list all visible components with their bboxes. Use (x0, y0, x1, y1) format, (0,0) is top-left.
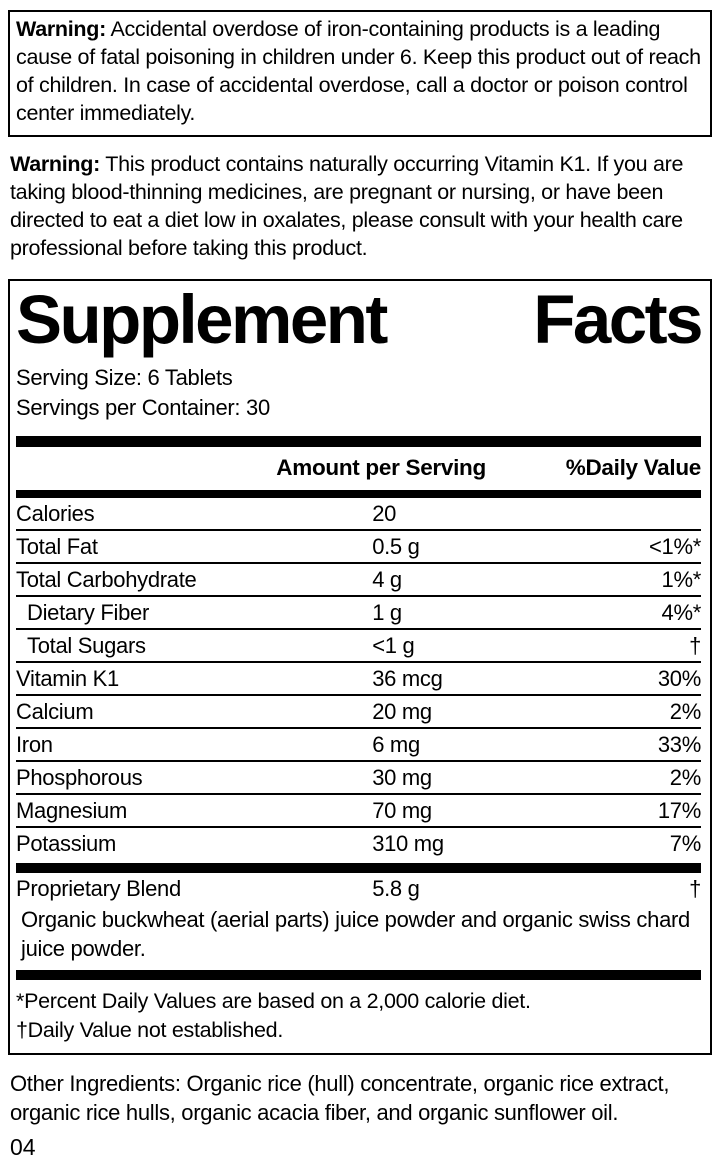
nutrient-amount: 0.5 g (372, 534, 420, 559)
daily-value-not-established-footnote: †Daily Value not established. (16, 1018, 283, 1042)
row-divider (16, 793, 701, 795)
row-divider (16, 562, 701, 564)
table-row-total-fat: Total Fat 0.5 g <1%* (16, 531, 701, 562)
column-headers: Amount per Serving %Daily Value (16, 447, 701, 490)
nutrient-amount: 20 mg (372, 699, 432, 724)
row-divider (16, 661, 701, 663)
nutrient-amount: 20 (372, 501, 397, 526)
title-word-facts: Facts (533, 281, 703, 358)
nutrient-daily-value: 2% (669, 699, 702, 724)
nutrient-daily-value: 7% (669, 831, 702, 856)
table-row-total-sugars: Total Sugars <1 g † (16, 630, 701, 661)
table-row-total-carbohydrate: Total Carbohydrate 4 g 1%* (16, 564, 701, 595)
nutrient-name: Calcium (16, 699, 94, 724)
table-row-potassium: Potassium 310 mg 7% (16, 828, 701, 859)
nutrient-amount: 5.8 g (372, 876, 420, 901)
nutrient-name: Potassium (16, 831, 117, 856)
nutrient-daily-value: <1%* (648, 534, 701, 559)
supplement-facts-panel: Supplement Facts Serving Size: 6 Tablets… (8, 279, 712, 1055)
warning-label: Warning: (10, 152, 100, 176)
row-divider (16, 727, 701, 729)
table-row-calories: Calories 20 (16, 498, 701, 529)
percent-daily-value-footnote: *Percent Daily Values are based on a 2,0… (16, 989, 531, 1013)
warning-label: Warning: (16, 17, 106, 41)
nutrient-name: Calories (16, 501, 95, 526)
amount-column-header: Amount per Serving (276, 455, 486, 480)
table-row-magnesium: Magnesium 70 mg 17% (16, 795, 701, 826)
row-divider (16, 826, 701, 828)
thick-rule (16, 436, 701, 447)
row-divider (16, 628, 701, 630)
table-row-dietary-fiber: Dietary Fiber 1 g 4%* (16, 597, 701, 628)
warning-text: Accidental overdose of iron-containing p… (16, 17, 701, 125)
nutrient-daily-value: 33% (657, 732, 701, 757)
nutrient-name: Dietary Fiber (27, 600, 150, 625)
nutrient-daily-value: 17% (657, 798, 701, 823)
nutrient-name: Phosphorous (16, 765, 143, 790)
nutrient-name: Total Carbohydrate (16, 567, 197, 592)
nutrient-amount: 30 mg (372, 765, 432, 790)
table-row-vitamin-k1: Vitamin K1 36 mcg 30% (16, 663, 701, 694)
serving-size: Serving Size: 6 Tablets (16, 365, 233, 390)
iron-warning-box: Warning: Accidental overdose of iron-con… (8, 10, 712, 137)
row-divider (16, 760, 701, 762)
row-divider (16, 529, 701, 531)
thick-rule (16, 970, 701, 980)
row-divider (16, 595, 701, 597)
warning-text: This product contains naturally occurrin… (10, 152, 684, 260)
nutrient-daily-value: † (689, 876, 701, 901)
nutrient-amount: 1 g (372, 600, 402, 625)
nutrient-name: Iron (16, 732, 53, 757)
nutrient-daily-value: † (689, 633, 701, 658)
nutrient-daily-value: 2% (669, 765, 702, 790)
panel-title: Supplement Facts (16, 281, 703, 358)
thick-rule (16, 863, 701, 873)
title-word-supplement: Supplement (16, 281, 388, 358)
nutrient-amount: <1 g (372, 633, 415, 658)
nutrient-daily-value: 1%* (661, 567, 702, 592)
nutrient-name: Total Fat (16, 534, 98, 559)
nutrient-amount: 36 mcg (372, 666, 443, 691)
row-divider (16, 694, 701, 696)
thick-rule (16, 490, 701, 498)
table-row-proprietary-blend: Proprietary Blend 5.8 g † (16, 873, 701, 904)
table-row-calcium: Calcium 20 mg 2% (16, 696, 701, 727)
vitamin-k1-warning: Warning: This product contains naturally… (8, 150, 712, 262)
nutrient-amount: 6 mg (372, 732, 420, 757)
table-row-phosphorous: Phosphorous 30 mg 2% (16, 762, 701, 793)
nutrient-daily-value: 4%* (661, 600, 702, 625)
nutrient-name: Magnesium (16, 798, 128, 823)
page-number: 04 (10, 1134, 36, 1160)
nutrient-daily-value: 30% (657, 666, 701, 691)
footnotes: *Percent Daily Values are based on a 2,0… (16, 980, 701, 1045)
daily-value-column-header: %Daily Value (565, 455, 702, 480)
table-row-iron: Iron 6 mg 33% (16, 729, 701, 760)
nutrient-amount: 4 g (372, 567, 402, 592)
proprietary-blend-description: Organic buckwheat (aerial parts) juice p… (21, 907, 690, 961)
nutrient-amount: 310 mg (372, 831, 444, 856)
nutrient-amount: 70 mg (372, 798, 432, 823)
nutrient-name: Total Sugars (27, 633, 146, 658)
servings-per-container: Servings per Container: 30 (16, 395, 270, 420)
nutrient-name: Proprietary Blend (16, 876, 181, 901)
other-ingredients: Other Ingredients: Organic rice (hull) c… (10, 1071, 670, 1125)
nutrient-name: Vitamin K1 (16, 666, 119, 691)
